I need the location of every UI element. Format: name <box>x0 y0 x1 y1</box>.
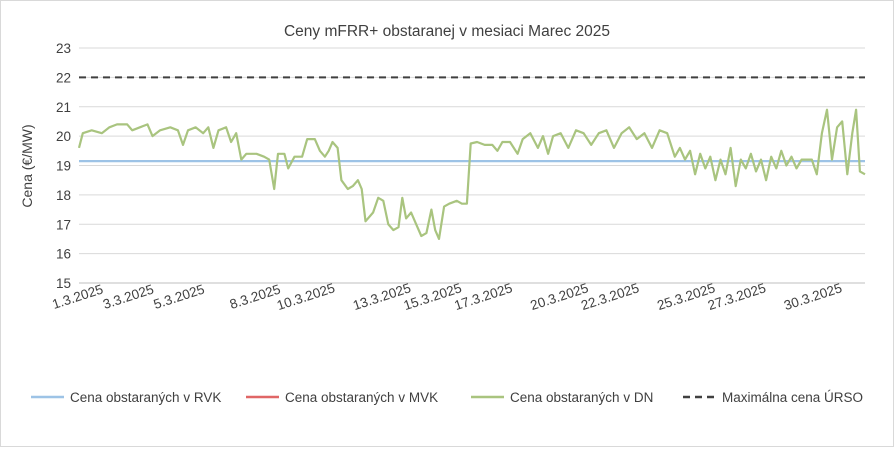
x-tick-label: 25.3.2025 <box>655 280 717 313</box>
x-tick-label: 22.3.2025 <box>579 280 641 313</box>
x-tick-label: 27.3.2025 <box>706 280 768 313</box>
y-tick-label: 21 <box>56 100 71 115</box>
y-tick-label: 15 <box>56 276 71 291</box>
x-tick-label: 10.3.2025 <box>275 280 337 313</box>
y-tick-label: 18 <box>56 188 71 203</box>
series-lines <box>77 76 866 240</box>
x-tick-label: 5.3.2025 <box>152 281 207 312</box>
y-tick-label: 23 <box>56 41 71 56</box>
x-tick-label: 8.3.2025 <box>228 281 283 312</box>
chart-title: Ceny mFRR+ obstaranej v mesiaci Marec 20… <box>284 23 610 40</box>
y-tick-label: 17 <box>56 217 71 232</box>
legend-label-3: Maximálna cena ÚRSO <box>722 390 863 405</box>
y-tick-label: 16 <box>56 247 71 262</box>
x-tick-label: 30.3.2025 <box>782 280 844 313</box>
y-axis: 15 16 17 18 19 20 21 22 23 <box>56 41 71 291</box>
x-tick-label: 13.3.2025 <box>351 280 413 313</box>
legend-label-2: Cena obstaraných v DN <box>510 390 653 405</box>
x-tick-label: 17.3.2025 <box>452 280 514 313</box>
x-tick-label: 15.3.2025 <box>402 280 464 313</box>
y-axis-label: Cena (€/MW) <box>19 124 35 207</box>
y-tick-label: 22 <box>56 70 71 85</box>
x-tick-label: 20.3.2025 <box>528 280 590 313</box>
series-line-2 <box>77 108 866 240</box>
x-tick-label: 3.3.2025 <box>101 281 156 312</box>
legend: Cena obstaraných v RVK Cena obstaraných v… <box>31 390 863 405</box>
y-tick-label: 19 <box>56 159 71 174</box>
y-tick-label: 20 <box>56 129 71 144</box>
legend-label-1: Cena obstaraných v MVK <box>285 390 438 405</box>
legend-label-0: Cena obstaraných v RVK <box>70 390 221 405</box>
